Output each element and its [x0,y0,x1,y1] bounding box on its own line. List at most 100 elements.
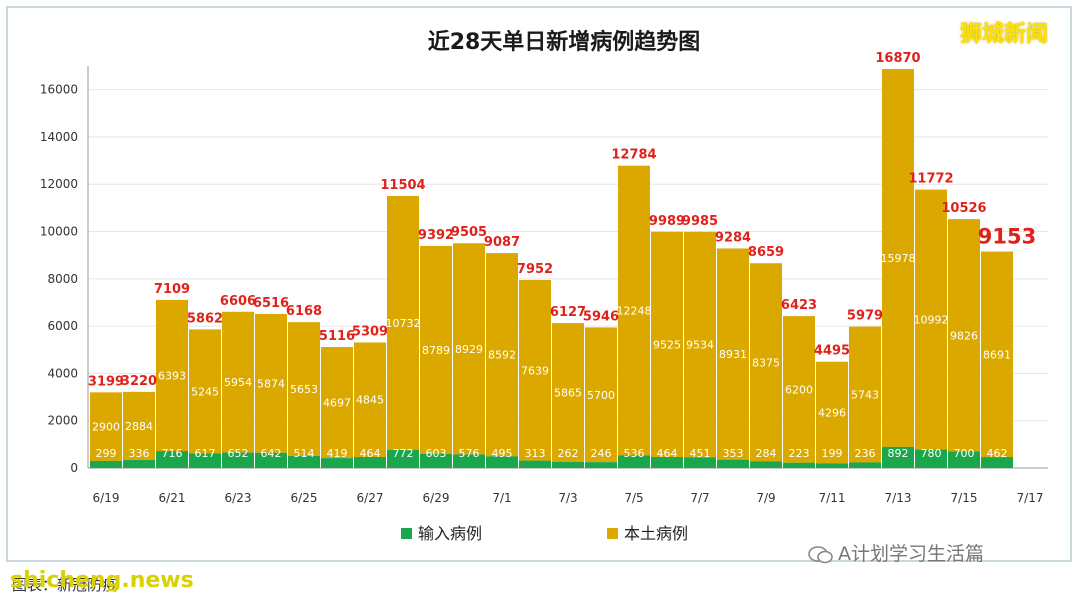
label-local: 4845 [356,394,384,407]
x-tick-label: 6/25 [291,491,318,505]
legend-swatch-local [607,528,618,539]
label-total: 6423 [781,298,817,313]
label-total: 5116 [319,329,355,344]
bar-local [222,311,254,453]
wechat-watermark: A计划学习生活篇 [808,539,984,566]
y-tick-label: 8000 [47,272,78,286]
bar-local [189,329,221,454]
label-local: 7639 [521,364,549,377]
label-total: 9153 [978,225,1036,249]
bar-local [123,391,155,461]
x-tick-label: 7/3 [558,491,577,505]
label-imported: 603 [426,447,447,460]
chart-frame: 近28天单日新增病例趋势图 0 2000 4000 6000 8000 10000 1200… [6,6,1072,562]
y-tick-label: 16000 [40,83,78,97]
x-tick-label: 7/5 [624,491,643,505]
label-total: 8659 [748,245,784,260]
label-total: 9087 [484,235,520,250]
label-total: 5309 [352,324,388,339]
label-imported: 652 [228,447,249,460]
bar-imported [816,463,848,468]
label-local: 12248 [617,305,652,318]
bar-local [651,231,683,458]
label-local: 2884 [125,420,153,433]
label-local: 6393 [158,369,186,382]
label-total: 9284 [715,230,751,245]
label-imported: 223 [789,447,810,460]
label-imported: 772 [393,447,414,460]
bar-local [519,279,551,461]
bar-imported [519,460,551,468]
label-imported: 246 [591,447,612,460]
bar-imported [849,462,881,468]
label-local: 10992 [914,314,949,327]
bar-imported [123,460,155,468]
bar-local [750,263,782,462]
label-local: 9534 [686,339,714,352]
label-local: 5245 [191,385,219,398]
bar-local [486,253,518,457]
label-local: 5653 [290,383,318,396]
label-imported: 262 [558,447,579,460]
bar-imported [288,455,320,468]
bar-imported [420,453,452,468]
labels: 299 2900 3199 336 2884 3220 716 6393 7109 617 5245… [88,51,1036,460]
label-local: 8375 [752,356,780,369]
bar-local [948,219,980,452]
label-imported: 236 [855,447,876,460]
label-total: 6516 [253,296,289,311]
label-imported: 199 [822,447,843,460]
label-imported: 536 [624,447,645,460]
bar-imported [486,456,518,468]
wechat-icon [808,545,833,563]
label-local: 8789 [422,344,450,357]
x-tick-label: 6/27 [357,491,384,505]
label-total: 12784 [611,148,656,163]
label-total: 4495 [814,344,850,359]
label-local: 8929 [455,343,483,356]
bar-local [387,195,419,450]
label-imported: 642 [261,447,282,460]
bar-local [915,189,947,450]
y-tick-label: 14000 [40,130,78,144]
label-total: 9989 [649,214,685,229]
label-imported: 336 [129,447,150,460]
label-total: 3199 [88,374,124,389]
label-imported: 780 [921,447,942,460]
x-tick-label: 6/23 [225,491,252,505]
bar-imported [915,449,947,468]
bar-imported [651,457,683,468]
label-imported: 419 [327,447,348,460]
bar-imported [948,451,980,468]
label-total: 3220 [121,374,157,389]
label-local: 5865 [554,386,582,399]
bar-local [882,69,914,447]
x-tick-label: 6/21 [159,491,186,505]
label-local: 5743 [851,389,879,402]
bar-imported [717,459,749,468]
bar-local [552,323,584,462]
bar-local [717,248,749,460]
legend-label-local: 本土病例 [624,524,688,543]
label-imported: 299 [96,447,117,460]
bar-imported [552,461,584,468]
bar-local [816,361,848,464]
label-local: 4296 [818,407,846,420]
label-local: 2900 [92,421,120,434]
y-tick-label: 4000 [47,366,78,380]
label-total: 7952 [517,262,553,277]
bar-imported [387,449,419,468]
bar-local [354,342,386,458]
bar-imported [453,454,485,468]
x-tick-label: 7/15 [951,491,978,505]
y-tick-label: 0 [70,461,78,475]
bar-local [255,313,287,453]
bar-local [684,231,716,458]
label-total: 11772 [908,172,953,187]
x-tick-label: 7/7 [690,491,709,505]
label-total: 5862 [187,311,223,326]
chart-title: 近28天单日新增病例趋势图 [428,29,701,55]
source-note: 图表：新冠防疫 [12,576,118,594]
label-total: 9505 [451,225,487,240]
x-tick-label: 7/17 [1017,491,1044,505]
